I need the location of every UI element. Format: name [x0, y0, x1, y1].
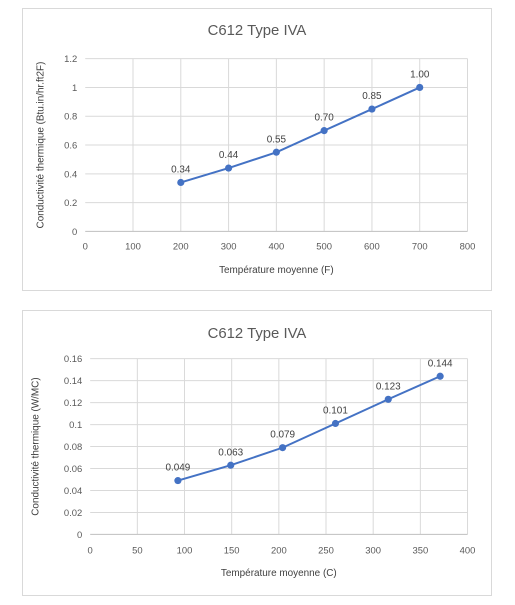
- y-tick-label: 1: [72, 82, 77, 93]
- y-tick-label: 0.12: [64, 397, 82, 408]
- x-axis-label: Température moyenne (C): [221, 568, 337, 579]
- data-point: [177, 178, 185, 187]
- data-point: [436, 372, 444, 380]
- x-tick-label: 600: [364, 240, 380, 251]
- data-label: 0.101: [323, 406, 348, 417]
- y-tick-label: 0.6: [64, 140, 77, 151]
- data-label: 0.44: [219, 150, 239, 161]
- x-tick-label: 500: [316, 240, 332, 251]
- x-tick-label: 350: [412, 544, 428, 555]
- chart-title: C612 Type IVA: [208, 326, 307, 342]
- data-label: 0.34: [171, 165, 191, 176]
- data-point: [331, 419, 340, 428]
- x-tick-label: 50: [132, 544, 142, 555]
- data-point: [279, 444, 287, 452]
- data-label: 0.144: [428, 358, 453, 369]
- y-tick-label: 0.06: [64, 463, 82, 474]
- data-point: [174, 477, 182, 485]
- y-tick-label: 0.08: [64, 441, 82, 452]
- chart-svg-fahrenheit: 0 0.2 0.4 0.6 0.8 1 1.2 0 100 200 300 400 500 600 700 8…: [36, 23, 476, 276]
- x-tick-label: 200: [271, 544, 287, 555]
- data-label: 1.00: [410, 70, 430, 81]
- x-tick-label: 200: [173, 240, 189, 251]
- x-tick-label: 300: [221, 240, 237, 251]
- series-line: [180, 86, 421, 184]
- y-axis-label: Conductivité thermique (Btu.in/hr.ft2F): [36, 62, 47, 229]
- chart-svg-celsius: 0 0.02 0.04 0.06 0.08 0.1 0.12 0.14 0.16 0 50 100 15…: [31, 326, 476, 579]
- data-point: [227, 461, 235, 469]
- x-tick-label: 0: [88, 544, 93, 555]
- data-point: [416, 83, 424, 92]
- x-axis-label: Température moyenne (F): [219, 265, 334, 276]
- x-tick-label: 400: [460, 544, 476, 555]
- data-label: 0.079: [270, 430, 295, 441]
- x-tick-label: 100: [177, 544, 193, 555]
- data-label: 0.70: [315, 113, 335, 124]
- y-tick-label: 0.16: [64, 353, 82, 364]
- x-tick-label: 300: [365, 544, 381, 555]
- y-tick-label: 0: [77, 529, 82, 540]
- data-point: [320, 127, 328, 135]
- data-point: [368, 105, 376, 113]
- y-tick-label: 0.04: [64, 485, 82, 496]
- x-tick-label: 400: [268, 240, 284, 251]
- data-label: 0.85: [362, 91, 382, 102]
- y-tick-label: 0.8: [64, 111, 77, 122]
- chart-panel-fahrenheit: 0 0.2 0.4 0.6 0.8 1 1.2 0 100 200 300 400 500 600 700 8…: [22, 8, 492, 291]
- chart-title: C612 Type IVA: [208, 23, 307, 39]
- y-tick-label: 0.2: [64, 197, 77, 208]
- data-label: 0.55: [267, 134, 287, 145]
- x-tick-label: 150: [224, 544, 240, 555]
- chart-panel-celsius: 0 0.02 0.04 0.06 0.08 0.1 0.12 0.14 0.16 0 50 100 15…: [22, 310, 492, 596]
- y-tick-label: 0.1: [69, 419, 82, 430]
- x-tick-label: 250: [318, 544, 334, 555]
- x-tick-label: 700: [412, 240, 428, 251]
- y-tick-label: 1.2: [64, 53, 77, 64]
- y-tick-label: 0.4: [64, 168, 77, 179]
- x-tick-label: 800: [460, 240, 476, 251]
- x-tick-label: 100: [125, 240, 141, 251]
- data-point: [225, 164, 233, 172]
- x-tick-label: 0: [83, 240, 88, 251]
- data-label: 0.049: [165, 463, 190, 474]
- data-label: 0.123: [376, 381, 401, 392]
- data-point: [384, 395, 392, 403]
- y-axis-label: Conductivité thermique (W/MC): [31, 377, 42, 515]
- series-line: [177, 375, 441, 482]
- data-point: [272, 148, 280, 156]
- y-tick-label: 0: [72, 226, 77, 237]
- y-tick-label: 0.14: [64, 375, 82, 386]
- y-tick-label: 0.02: [64, 507, 82, 518]
- data-label: 0.063: [218, 447, 243, 458]
